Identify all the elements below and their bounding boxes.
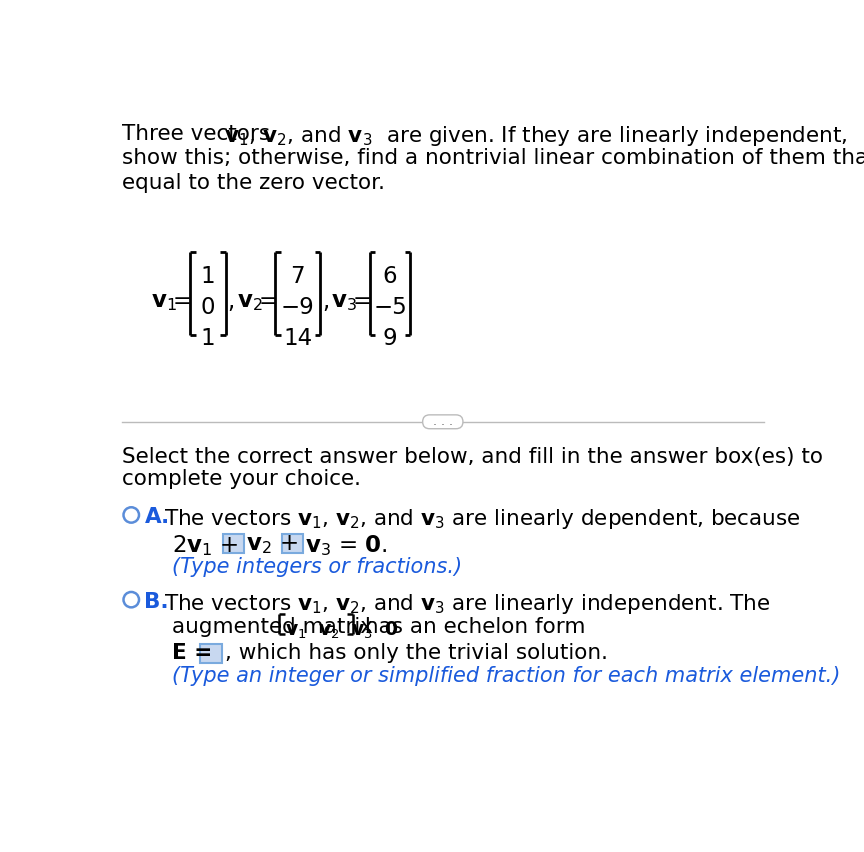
- Text: 6: 6: [383, 266, 397, 289]
- Text: B.: B.: [144, 592, 169, 612]
- Text: $\mathbf{v}_2$: $\mathbf{v}_2$: [237, 291, 263, 314]
- Text: The vectors $\mathbf{v}_1$, $\mathbf{v}_2$, and $\mathbf{v}_3$ are linearly inde: The vectors $\mathbf{v}_1$, $\mathbf{v}_…: [164, 592, 771, 616]
- Text: has an echelon form: has an echelon form: [358, 618, 585, 637]
- Text: complete your choice.: complete your choice.: [122, 469, 361, 489]
- Text: (Type an integer or simplified fraction for each matrix element.): (Type an integer or simplified fraction …: [172, 666, 841, 686]
- FancyBboxPatch shape: [200, 644, 222, 663]
- Text: $\mathbf{v}_3$ = $\mathbf{0}$.: $\mathbf{v}_3$ = $\mathbf{0}$.: [305, 532, 387, 557]
- FancyBboxPatch shape: [282, 534, 303, 553]
- Text: $\mathbf{v}_3$: $\mathbf{v}_3$: [331, 291, 357, 314]
- Text: augmented matrix: augmented matrix: [172, 618, 380, 637]
- Text: =: =: [173, 291, 192, 314]
- Text: . . .: . . .: [433, 415, 453, 429]
- Text: ,: ,: [322, 291, 329, 314]
- FancyBboxPatch shape: [422, 415, 463, 429]
- Text: equal to the zero vector.: equal to the zero vector.: [122, 173, 385, 193]
- Text: =: =: [258, 291, 277, 314]
- Text: 1: 1: [200, 266, 215, 289]
- FancyBboxPatch shape: [223, 534, 245, 553]
- Text: 0: 0: [200, 296, 215, 320]
- Text: E =: E =: [172, 642, 220, 663]
- Text: 14: 14: [283, 327, 313, 350]
- Text: 7: 7: [290, 266, 305, 289]
- Text: 9: 9: [383, 327, 397, 350]
- Text: $2\mathbf{v}_1$ +: $2\mathbf{v}_1$ +: [172, 532, 241, 557]
- Text: , which has only the trivial solution.: , which has only the trivial solution.: [225, 642, 608, 663]
- Text: show this; otherwise, find a nontrivial linear combination of them that is: show this; otherwise, find a nontrivial …: [122, 148, 864, 169]
- Text: 1: 1: [200, 327, 215, 350]
- Text: ,: ,: [227, 291, 235, 314]
- Text: $\mathbf{v}_1$  $\mathbf{v}_2$  $\mathbf{v}_3$  $\mathbf{0}$: $\mathbf{v}_1$ $\mathbf{v}_2$ $\mathbf{v…: [285, 619, 399, 641]
- Text: Three vectors: Three vectors: [122, 124, 277, 144]
- Text: (Type integers or fractions.): (Type integers or fractions.): [172, 556, 462, 577]
- Text: −5: −5: [373, 296, 407, 320]
- Text: The vectors $\mathbf{v}_1$, $\mathbf{v}_2$, and $\mathbf{v}_3$ are linearly depe: The vectors $\mathbf{v}_1$, $\mathbf{v}_…: [164, 507, 801, 532]
- Text: $\mathbf{v}_1$, $\mathbf{v}_2$, and $\mathbf{v}_3$  are given. If they are linea: $\mathbf{v}_1$, $\mathbf{v}_2$, and $\ma…: [122, 124, 848, 147]
- Text: =: =: [353, 291, 372, 314]
- Text: Select the correct answer below, and fill in the answer box(es) to: Select the correct answer below, and fil…: [122, 447, 823, 467]
- Text: −9: −9: [281, 296, 314, 320]
- Text: $\mathbf{v}_2$ +: $\mathbf{v}_2$ +: [246, 532, 301, 556]
- Text: A.: A.: [144, 507, 169, 527]
- Text: $\mathbf{v}_1$: $\mathbf{v}_1$: [151, 291, 177, 314]
